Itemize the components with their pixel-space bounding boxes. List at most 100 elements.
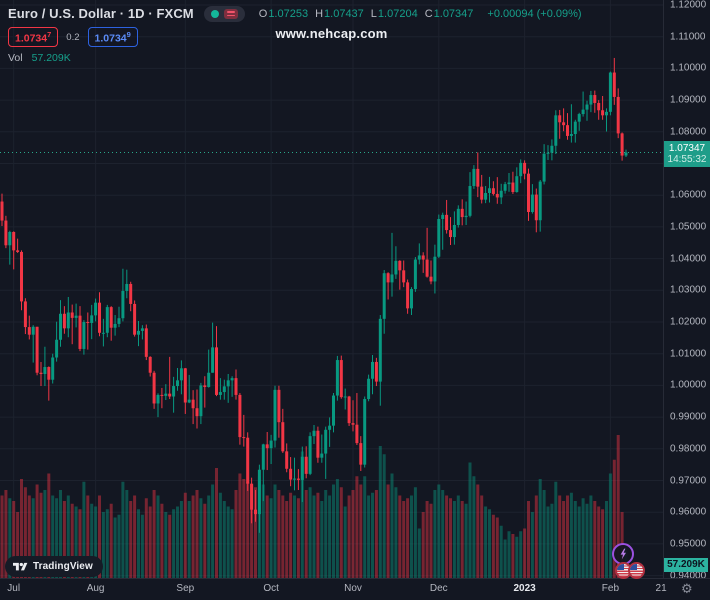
candle-body — [125, 283, 129, 291]
volume-bar — [94, 506, 98, 578]
volume-bar — [183, 492, 187, 578]
candle-body — [152, 372, 156, 404]
volume-bar — [425, 501, 429, 578]
volume-bar — [523, 528, 527, 578]
candle-body — [499, 190, 503, 198]
candle-body — [593, 95, 597, 103]
candle-body — [222, 386, 226, 393]
volume-bar — [441, 490, 445, 578]
time-tick-label: Dec — [429, 583, 448, 594]
volume-bar — [215, 468, 218, 578]
volume-bar — [332, 484, 335, 578]
candle-body — [519, 162, 523, 177]
candle-body — [62, 313, 66, 329]
volume-bar — [468, 462, 472, 578]
time-tick-label: Feb — [601, 583, 620, 594]
candle-body — [218, 392, 222, 395]
tradingview-label: TradingView — [33, 561, 93, 572]
volume-bar — [261, 484, 265, 578]
candle-body — [433, 256, 437, 282]
volume-bar — [164, 512, 168, 578]
volume-bar — [0, 495, 4, 578]
volume-bar — [320, 501, 324, 578]
buy-price-button[interactable]: 1.07349 — [87, 26, 138, 48]
candle-body — [460, 208, 464, 218]
volume-bar — [605, 501, 608, 578]
volume-bar — [125, 490, 129, 578]
price-tick-label: 1.00000 — [670, 379, 707, 391]
candle-body — [148, 356, 152, 373]
volume-bar — [581, 498, 585, 578]
volume-bar — [300, 451, 304, 578]
candle-body — [601, 110, 605, 116]
candle-body — [226, 380, 230, 387]
candle-body — [374, 361, 378, 382]
volume-bar — [316, 492, 320, 578]
low-value: 1.07204 — [377, 7, 418, 20]
candle-body — [300, 456, 304, 480]
candle-body — [511, 182, 515, 193]
volume-bar — [8, 498, 12, 578]
volume-bar — [121, 481, 125, 578]
candle-body — [386, 273, 390, 283]
close-label: C — [424, 7, 433, 20]
status-dot-icon — [210, 9, 219, 18]
candle-body — [585, 104, 589, 110]
volume-bar — [359, 484, 363, 578]
candle-body — [4, 220, 8, 246]
time-tick-label: Oct — [263, 583, 279, 594]
candle-body — [515, 176, 519, 193]
candle-body — [573, 121, 577, 135]
candle-body — [530, 194, 534, 213]
current-price-badge: 1.07347 14:55:32 — [664, 140, 710, 167]
settings-gear-icon[interactable]: ⚙ — [681, 581, 693, 596]
symbol-quick-actions[interactable] — [203, 5, 245, 22]
volume-bar — [503, 539, 507, 578]
candle-body — [265, 444, 269, 449]
candle-body — [472, 168, 476, 187]
candle-body — [562, 122, 566, 126]
symbol-title[interactable]: Euro / U.S. Dollar · 1D · FXCM — [8, 6, 194, 21]
ohlc-values: O1.07253 H1.07437 L1.07204 C1.07347 +0.0… — [259, 8, 582, 20]
candle-body — [281, 422, 285, 452]
volume-label[interactable]: Vol — [8, 52, 23, 64]
price-axis[interactable]: 1.07347 14:55:32 57.209K 1.12000 1.11000 1… — [663, 0, 710, 581]
watermark-text: www.nehcap.com — [275, 26, 388, 41]
tradingview-attribution[interactable]: TradingView — [5, 556, 103, 577]
candle-body — [527, 173, 530, 213]
candle-body — [51, 357, 55, 380]
candle-body — [121, 290, 125, 319]
candle-body — [569, 134, 573, 136]
list-toggle-icon — [223, 8, 238, 19]
candle-body — [90, 315, 94, 323]
volume-bar — [35, 484, 39, 578]
candlestick-chart[interactable] — [0, 0, 663, 578]
volume-bar — [499, 525, 503, 578]
volume-bar — [363, 476, 367, 578]
candle-body — [168, 393, 172, 397]
high-label: H — [315, 7, 324, 20]
candle-body — [332, 395, 335, 426]
candle-body — [27, 327, 31, 335]
volume-bar — [265, 495, 269, 578]
economic-event-flags[interactable] — [615, 562, 645, 579]
volume-bar — [347, 495, 351, 578]
spread-value: 0.2 — [66, 31, 80, 43]
volume-bar — [550, 503, 554, 578]
volume-bar — [456, 495, 460, 578]
volume-bar — [234, 490, 238, 578]
volume-bar — [530, 512, 534, 578]
candle-body — [320, 453, 324, 458]
volume-bar — [304, 490, 308, 578]
volume-bar — [250, 484, 254, 578]
time-axis[interactable]: ⚙ Jul Aug Sep Oct Nov Dec 2023 Feb 21 — [0, 578, 710, 600]
candle-body — [410, 289, 413, 309]
candle-body — [417, 255, 421, 260]
tradingview-logo-icon — [13, 562, 28, 570]
candle-body — [8, 231, 12, 246]
candle-body — [66, 312, 70, 329]
volume-bar — [90, 503, 94, 578]
candle-body — [538, 181, 542, 221]
sell-price-button[interactable]: 1.07347 — [8, 26, 59, 48]
candle-body — [12, 231, 16, 251]
